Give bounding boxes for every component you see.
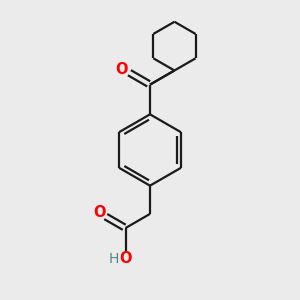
Text: H: H: [109, 252, 119, 266]
Text: O: O: [115, 62, 128, 77]
Text: O: O: [119, 251, 132, 266]
Text: O: O: [93, 206, 105, 220]
